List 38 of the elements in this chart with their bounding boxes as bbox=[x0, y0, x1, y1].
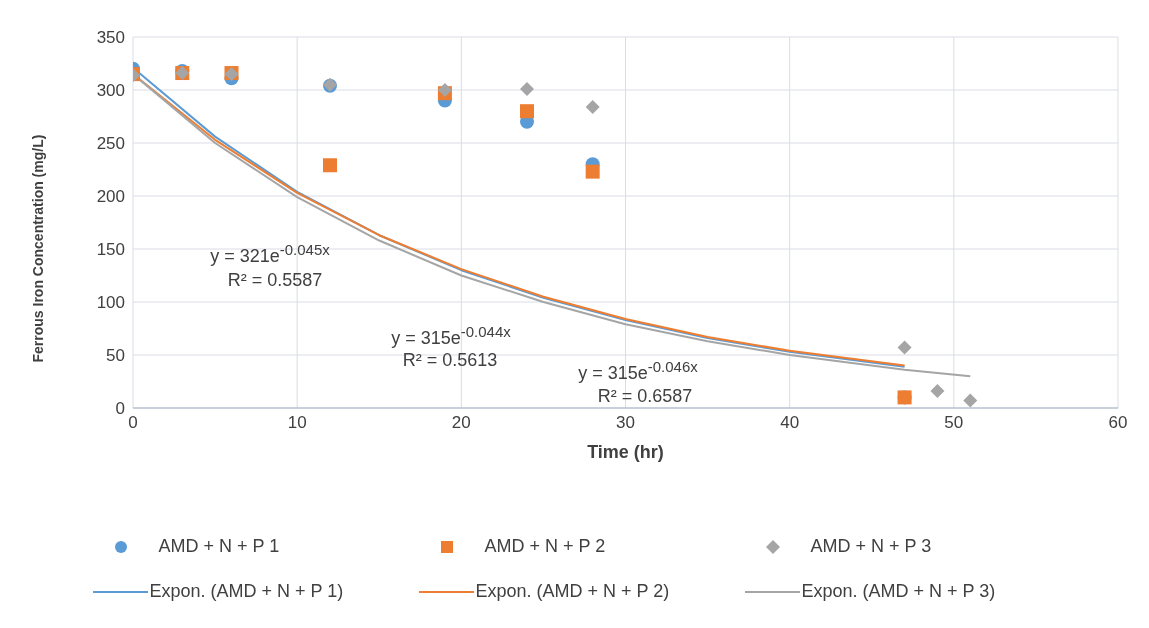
x-tick-label: 60 bbox=[1108, 413, 1128, 433]
x-tick-label: 20 bbox=[451, 413, 471, 433]
point bbox=[897, 340, 912, 355]
y-tick-label: 100 bbox=[96, 293, 125, 313]
point bbox=[437, 83, 452, 97]
point bbox=[585, 99, 600, 114]
x-axis-title: Time (hr) bbox=[587, 442, 664, 462]
point bbox=[520, 104, 534, 119]
point bbox=[520, 81, 534, 96]
y-tick-label: 0 bbox=[115, 399, 125, 419]
y-tick-label: 50 bbox=[106, 346, 125, 366]
point bbox=[963, 393, 978, 408]
annotation: R² = 0.5613 bbox=[401, 350, 499, 371]
legend-label: Expon. (AMD + N + P 2) bbox=[475, 581, 670, 602]
annotation: y = 315e$^{-0.046x}$ bbox=[577, 358, 699, 384]
x-tick-label: 10 bbox=[287, 413, 307, 433]
x-tick-label: 50 bbox=[944, 413, 964, 433]
annotation: R² = 0.5587 bbox=[226, 270, 324, 291]
y-tick-label: 150 bbox=[96, 240, 125, 260]
y-tick-label: 350 bbox=[96, 28, 125, 48]
legend-label: AMD + N + P 1 bbox=[158, 536, 280, 557]
x-tick-label: 30 bbox=[616, 413, 635, 433]
x-tick-label: 0 bbox=[128, 413, 138, 433]
annotation: y = 315e$^{-0.044x}$ bbox=[390, 323, 512, 349]
annotation: R² = 0.6587 bbox=[596, 386, 694, 407]
point bbox=[930, 384, 945, 399]
legend-label: AMD + N + P 2 bbox=[484, 536, 606, 557]
legend-label: AMD + N + P 3 bbox=[810, 536, 932, 557]
point bbox=[585, 164, 600, 179]
point bbox=[323, 158, 337, 173]
legend-label: Expon. (AMD + N + P 1) bbox=[149, 581, 344, 602]
legend-label: Expon. (AMD + N + P 3) bbox=[801, 581, 996, 602]
x-tick-label: 40 bbox=[780, 413, 800, 433]
y-tick-label: 250 bbox=[96, 134, 125, 154]
y-tick-label: 200 bbox=[96, 187, 125, 207]
y-tick-label: 300 bbox=[96, 81, 125, 101]
y-axis-title: Ferrous Iron Concentration (mg/L) bbox=[29, 134, 46, 363]
annotation: y = 321e$^{-0.045x}$ bbox=[209, 241, 331, 267]
